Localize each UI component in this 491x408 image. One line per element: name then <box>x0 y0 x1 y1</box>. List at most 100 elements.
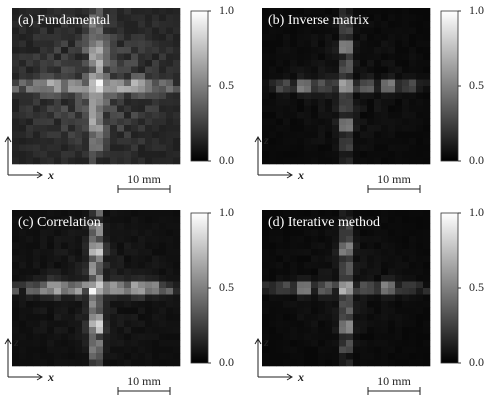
pixel <box>367 138 375 145</box>
pixel <box>82 144 90 152</box>
pixel <box>423 223 431 230</box>
pixel <box>152 281 160 289</box>
pixel <box>311 157 319 165</box>
pixel <box>276 242 284 250</box>
pixel <box>395 73 403 80</box>
pixel <box>388 151 396 158</box>
pixel <box>416 99 424 106</box>
pixel <box>346 14 354 22</box>
pixel <box>360 301 368 308</box>
pixel <box>82 60 90 67</box>
pixel <box>332 118 340 126</box>
colorbar-tick-label: 1.0 <box>219 205 234 219</box>
pixel <box>374 281 382 289</box>
pixel <box>47 53 55 61</box>
pixel <box>110 242 118 250</box>
pixel <box>89 268 97 276</box>
pixel <box>96 105 104 113</box>
pixel <box>173 333 181 341</box>
pixel <box>89 47 97 54</box>
pixel <box>138 275 146 282</box>
pixel <box>159 157 167 165</box>
pixel <box>152 275 160 282</box>
pixel <box>68 47 76 54</box>
pixel <box>138 327 146 334</box>
pixel <box>353 34 361 41</box>
pixel <box>173 346 181 354</box>
pixel <box>40 353 48 360</box>
pixel <box>145 144 153 152</box>
pixel <box>395 66 403 74</box>
pixel <box>33 320 41 328</box>
pixel <box>262 327 270 334</box>
pixel <box>409 262 417 269</box>
pixel <box>311 99 319 106</box>
pixel <box>19 112 27 119</box>
pixel <box>262 125 270 132</box>
pixel <box>75 301 83 308</box>
pixel <box>75 14 83 22</box>
pixel <box>159 105 167 113</box>
pixel <box>311 60 319 67</box>
pixel <box>409 73 417 80</box>
pixel <box>54 40 62 48</box>
pixel <box>423 294 431 302</box>
pixel <box>416 73 424 80</box>
pixel <box>325 359 333 367</box>
pixel <box>173 301 181 308</box>
pixel <box>339 229 347 237</box>
pixel <box>318 118 326 126</box>
pixel <box>374 79 382 87</box>
pixel <box>173 40 181 48</box>
axis-label: x <box>47 168 54 182</box>
pixel <box>276 320 284 328</box>
pixel <box>290 105 298 113</box>
pixel <box>145 242 153 250</box>
pixel <box>374 255 382 263</box>
pixel <box>339 327 347 334</box>
pixel <box>61 242 69 250</box>
pixel <box>54 157 62 165</box>
pixel <box>110 229 118 237</box>
pixel <box>145 40 153 48</box>
pixel <box>325 236 333 243</box>
pixel <box>40 327 48 334</box>
pixel <box>283 157 291 165</box>
pixel <box>262 242 270 250</box>
pixel <box>262 118 270 126</box>
pixel <box>402 314 410 321</box>
pixel <box>402 34 410 41</box>
pixel <box>166 281 174 289</box>
axis-label: z <box>263 133 269 147</box>
pixel <box>346 275 354 282</box>
pixel <box>269 268 277 276</box>
pixel <box>19 301 27 308</box>
pixel <box>40 118 48 126</box>
pixel <box>110 294 118 302</box>
pixel <box>304 320 312 328</box>
pixel <box>152 307 160 315</box>
pixel <box>40 262 48 269</box>
pixel <box>33 255 41 263</box>
pixel <box>138 223 146 230</box>
pixel <box>325 353 333 360</box>
pixel <box>346 131 354 139</box>
pixel <box>19 34 27 41</box>
pixel <box>96 242 104 250</box>
pixel <box>297 353 305 360</box>
pixel <box>166 47 174 54</box>
pixel <box>353 99 361 106</box>
pixel <box>159 320 167 328</box>
pixel <box>82 8 90 15</box>
colorbar <box>440 212 459 364</box>
pixel <box>367 99 375 106</box>
pixel <box>110 79 118 87</box>
pixel <box>388 92 396 100</box>
pixel <box>339 79 347 87</box>
pixel <box>75 47 83 54</box>
pixel <box>96 144 104 152</box>
pixel <box>124 275 132 282</box>
pixel <box>117 125 125 132</box>
pixel <box>353 40 361 48</box>
pixel <box>402 281 410 289</box>
